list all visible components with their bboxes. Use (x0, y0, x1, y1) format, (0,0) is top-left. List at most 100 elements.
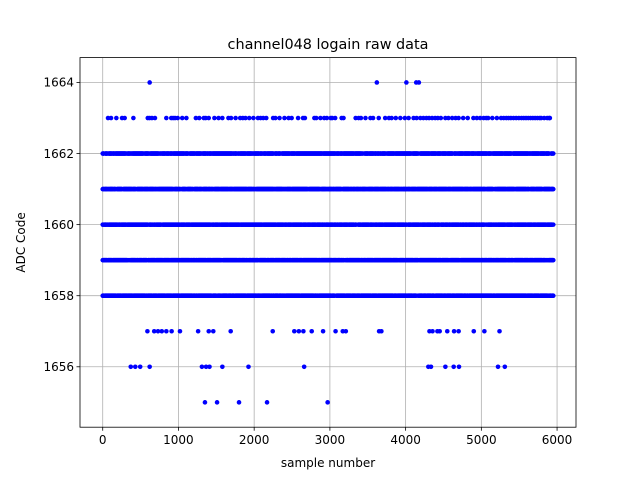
data-point (332, 115, 338, 121)
data-point (550, 293, 556, 299)
data-point (246, 115, 252, 121)
y-axis-label: ADC Code (14, 212, 28, 272)
data-point (296, 328, 302, 334)
data-point (128, 364, 134, 370)
x-tick-label: 1000 (163, 433, 194, 447)
data-point (264, 400, 270, 405)
data-point (270, 328, 276, 334)
data-point (199, 364, 205, 370)
data-point (449, 115, 455, 121)
data-point (145, 328, 150, 334)
data-point (550, 151, 556, 156)
data-point (438, 115, 444, 121)
data-point (471, 328, 477, 334)
data-points (100, 80, 556, 405)
data-point (474, 115, 480, 121)
data-point (295, 115, 301, 121)
data-point (177, 328, 183, 334)
data-point (151, 328, 157, 334)
data-point (465, 115, 471, 121)
data-point (343, 328, 349, 334)
data-point (210, 328, 216, 334)
data-point (406, 115, 411, 121)
chart-title: channel048 logain raw data (228, 37, 429, 53)
data-point (273, 115, 278, 121)
data-point (404, 80, 409, 85)
data-point (184, 115, 189, 121)
y-tick-label: 1662 (43, 147, 74, 161)
data-point (195, 328, 201, 334)
data-point (550, 186, 556, 192)
data-point (289, 115, 294, 121)
data-point (471, 115, 476, 121)
data-point (212, 115, 217, 121)
data-point (495, 364, 501, 370)
y-tick-label: 1664 (43, 76, 74, 90)
data-point (497, 328, 502, 334)
data-point (430, 328, 435, 334)
data-point (443, 364, 448, 370)
y-tick-label: 1660 (43, 218, 74, 232)
data-point (216, 115, 221, 121)
data-point (203, 364, 209, 370)
data-point (456, 328, 461, 334)
data-point (502, 364, 508, 370)
data-point (233, 115, 238, 121)
data-point (482, 328, 487, 334)
data-point (382, 115, 388, 121)
data-point (147, 364, 152, 370)
data-point (318, 115, 323, 121)
data-point (164, 328, 169, 334)
data-point (379, 328, 384, 334)
data-point (263, 115, 269, 121)
data-point (251, 115, 256, 121)
data-point (490, 115, 495, 121)
data-point (202, 400, 208, 405)
y-tick-label: 1658 (43, 289, 74, 303)
data-point (428, 364, 434, 370)
data-point (547, 115, 553, 121)
data-point (333, 328, 338, 334)
data-point (477, 115, 483, 121)
data-point (220, 364, 225, 370)
x-tick-label: 3000 (315, 433, 346, 447)
data-point (370, 115, 376, 121)
data-point (114, 115, 119, 121)
data-point (243, 115, 248, 121)
data-point (175, 115, 180, 121)
data-point (494, 115, 500, 121)
data-point (137, 364, 143, 370)
data-point (214, 400, 220, 405)
data-point (196, 115, 202, 121)
data-point (246, 364, 251, 370)
data-point (155, 328, 161, 334)
data-point (320, 328, 326, 334)
data-point (207, 364, 212, 370)
data-point (374, 80, 380, 85)
axis-ticks: 0 1000 2000 3000 4000 5000 6000 1656 1658 1660 166… (43, 76, 572, 448)
data-point (228, 328, 233, 334)
data-point (147, 80, 152, 85)
data-point (444, 328, 450, 334)
data-point (206, 115, 212, 121)
data-point (376, 115, 382, 121)
data-point (341, 115, 346, 121)
data-point (152, 115, 158, 121)
data-point (302, 115, 308, 121)
data-point (456, 364, 462, 370)
data-point (414, 115, 419, 121)
data-point (159, 328, 165, 334)
data-point (325, 400, 330, 405)
data-point (301, 364, 307, 370)
x-tick-label: 6000 (542, 433, 573, 447)
x-axis-label: sample number (281, 456, 375, 470)
data-point (236, 400, 242, 405)
data-point (277, 115, 282, 121)
data-point (132, 364, 138, 370)
data-point (550, 222, 556, 227)
y-tick-label: 1656 (43, 360, 74, 374)
data-point (309, 328, 315, 334)
data-point (179, 115, 185, 121)
